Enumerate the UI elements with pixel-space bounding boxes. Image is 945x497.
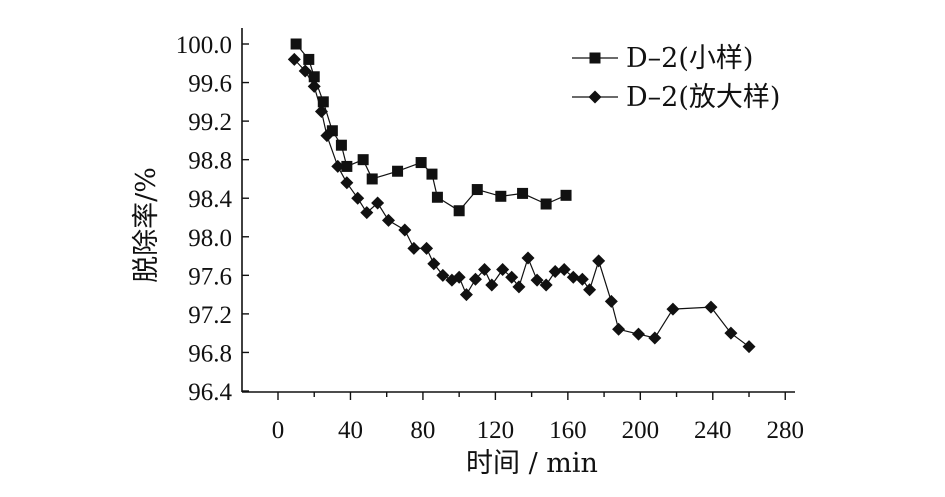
data-point-square [317, 96, 329, 108]
y-tick-label: 97.6 [188, 263, 232, 290]
data-point-diamond [307, 79, 321, 93]
data-point-diamond [459, 288, 473, 302]
data-point-diamond [530, 273, 544, 287]
data-point-square [431, 191, 443, 203]
x-tick-label: 200 [622, 417, 660, 444]
y-tick-label: 98.0 [188, 225, 232, 252]
data-point-diamond [588, 90, 602, 104]
data-point-square [308, 71, 320, 83]
data-point-diamond [320, 129, 334, 143]
x-axis-title: 时间 / min [466, 448, 598, 479]
data-point-diamond [485, 278, 499, 292]
data-point-square [495, 190, 507, 202]
data-point-diamond [427, 257, 441, 271]
data-point-diamond [512, 280, 526, 294]
data-point-diamond [592, 254, 606, 268]
y-tick-label: 100.0 [176, 32, 232, 59]
series-square [290, 38, 572, 217]
data-point-diamond [331, 159, 345, 173]
data-point-diamond [314, 104, 328, 118]
series-diamond [287, 52, 756, 354]
data-point-diamond [566, 270, 580, 284]
data-point-diamond [666, 302, 680, 316]
data-point-diamond [539, 278, 553, 292]
y-tick-label: 99.2 [188, 109, 232, 136]
data-point-diamond [371, 196, 385, 210]
data-point-diamond [398, 223, 412, 237]
data-point-diamond [298, 64, 312, 78]
legend-label: D–2(放大样) [626, 82, 780, 113]
data-point-diamond [287, 52, 301, 66]
x-tick-label: 40 [338, 417, 363, 444]
data-point-diamond [505, 270, 519, 284]
legend: D–2(小样) D–2(放大样) [572, 43, 780, 113]
y-tick-label: 98.4 [188, 186, 232, 213]
data-point-square [392, 165, 404, 177]
data-point-square [341, 160, 353, 172]
x-tick-label: 160 [549, 417, 587, 444]
data-point-diamond [548, 264, 562, 278]
data-point-square [326, 125, 338, 137]
data-point-diamond [521, 251, 535, 265]
data-point-diamond [575, 272, 589, 286]
x-tick-label: 80 [410, 417, 435, 444]
data-point-diamond [724, 326, 738, 340]
data-point-diamond [496, 263, 510, 277]
data-point-diamond [436, 268, 450, 282]
data-point-square [471, 184, 483, 196]
data-point-diamond [452, 270, 466, 284]
data-point-diamond [382, 213, 396, 227]
data-point-diamond [583, 283, 597, 297]
legend-entry: D–2(小样) [572, 43, 753, 74]
data-point-diamond [420, 241, 434, 255]
data-point-diamond [478, 263, 492, 277]
axes: 0 40 80 120 160 200 240 280 96.4 96.8 97.2 97.6 98.0… [176, 28, 804, 444]
data-point-square [517, 187, 529, 199]
x-tick-label: 240 [694, 417, 732, 444]
series-layer [287, 38, 756, 354]
data-point-square [357, 154, 369, 166]
x-tick-label: 280 [766, 417, 804, 444]
data-point-diamond [468, 272, 482, 286]
data-point-square [560, 189, 572, 201]
data-point-diamond [351, 191, 365, 205]
data-point-diamond [604, 294, 618, 308]
y-tick-label: 98.8 [188, 148, 232, 175]
data-point-diamond [407, 241, 421, 255]
data-point-diamond [632, 327, 646, 341]
data-point-square [335, 139, 347, 151]
y-tick-label: 96.4 [188, 379, 232, 406]
data-point-square [453, 205, 465, 217]
y-tick-label: 96.8 [188, 340, 232, 367]
data-point-diamond [612, 322, 626, 336]
data-point-square [303, 53, 315, 65]
data-point-diamond [360, 206, 374, 220]
legend-entry: D–2(放大样) [572, 82, 780, 113]
y-tick-label: 97.2 [188, 302, 232, 329]
data-point-square [366, 173, 378, 185]
data-point-diamond [648, 331, 662, 345]
data-point-diamond [557, 263, 571, 277]
data-point-diamond [742, 340, 756, 354]
x-tick-label: 120 [477, 417, 515, 444]
legend-label: D–2(小样) [626, 43, 753, 74]
data-point-square [426, 168, 438, 180]
data-point-square [540, 198, 552, 210]
y-axis-title: 脱除率/% [131, 167, 162, 283]
data-point-diamond [340, 176, 354, 190]
data-point-square [290, 38, 302, 50]
data-point-square [589, 52, 601, 64]
data-point-square [415, 157, 427, 169]
data-point-diamond [704, 300, 718, 314]
x-tick-label: 0 [272, 417, 285, 444]
y-tick-label: 99.6 [188, 71, 232, 98]
